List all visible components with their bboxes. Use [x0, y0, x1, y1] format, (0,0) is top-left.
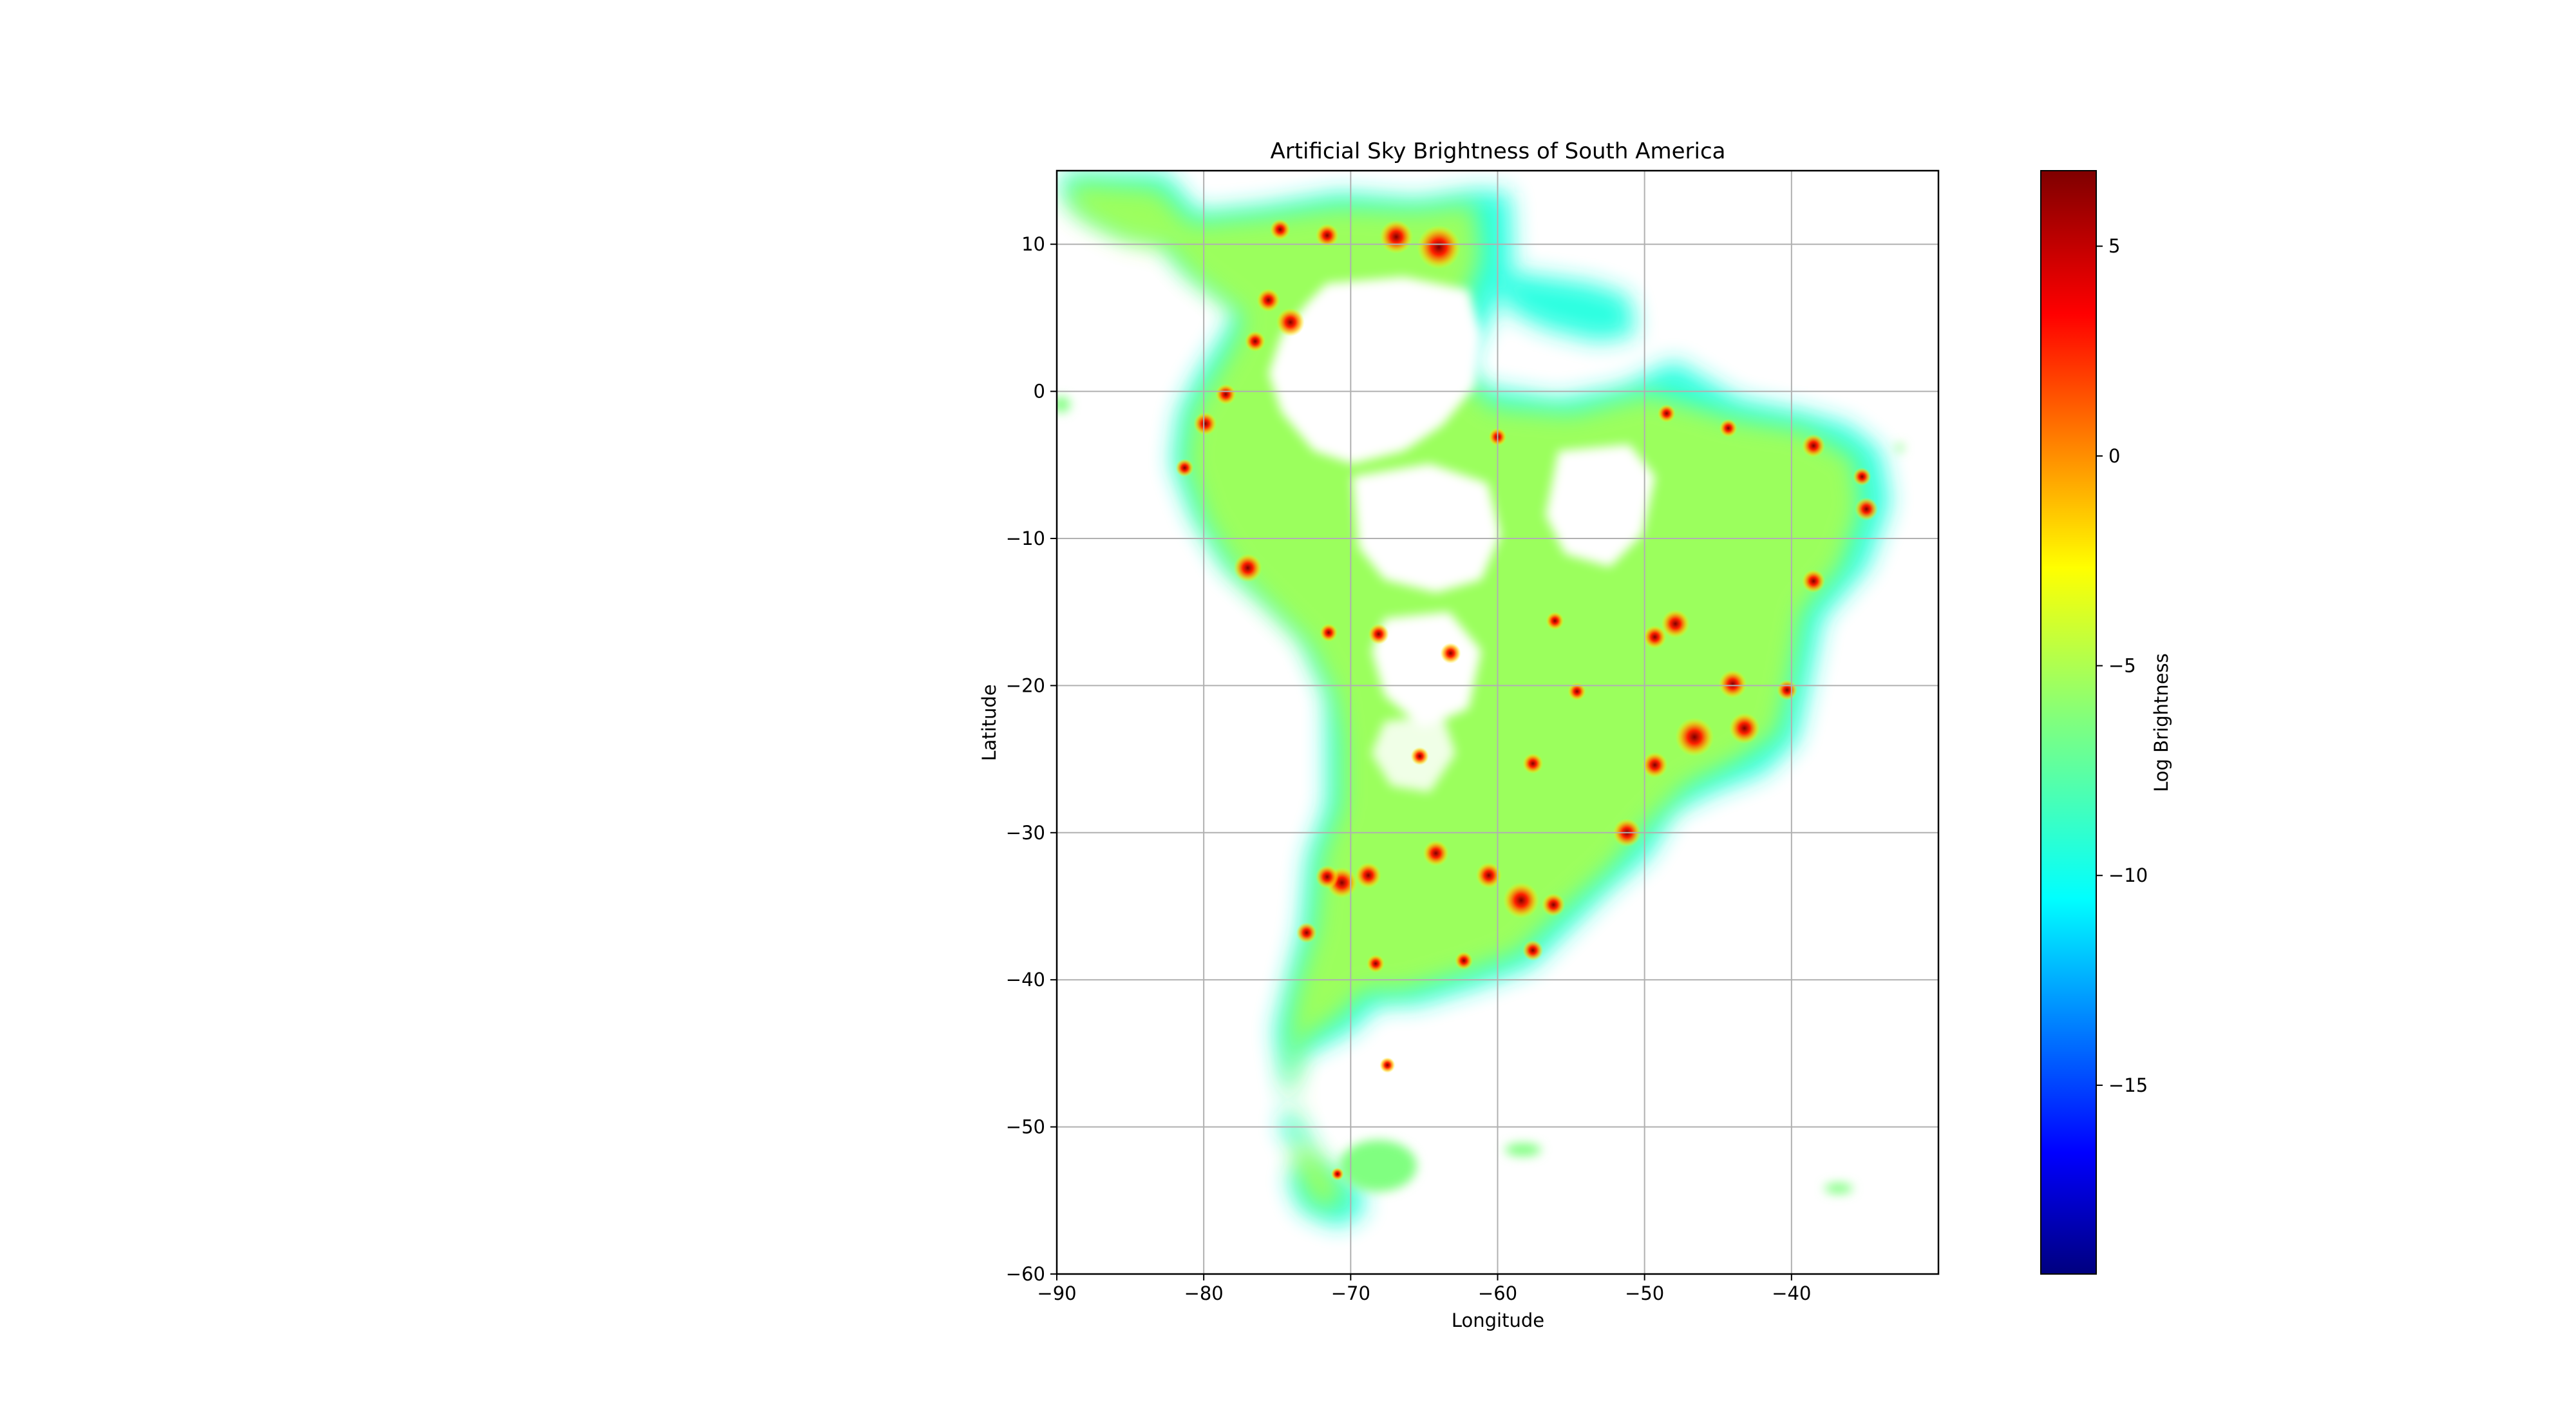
x-tick-label: −70: [1331, 1282, 1370, 1304]
bright-spot: [1320, 623, 1338, 642]
chart-title: Artificial Sky Brightness of South Ameri…: [1270, 138, 1725, 164]
bright-spot: [1440, 643, 1461, 664]
bright-spot: [1331, 1167, 1344, 1181]
bright-spot: [1368, 623, 1389, 645]
bright-spot: [1855, 497, 1879, 521]
bright-spot: [1379, 1057, 1396, 1073]
bright-spot: [1802, 434, 1826, 458]
bright-spot: [1728, 712, 1760, 744]
bright-spot: [1193, 412, 1217, 435]
bright-spot: [1367, 955, 1385, 973]
y-tick-label: −20: [1006, 674, 1045, 696]
bright-spot: [1455, 951, 1473, 970]
bright-spot: [1423, 840, 1449, 866]
x-tick-label: −50: [1625, 1282, 1664, 1304]
bright-spot: [1215, 384, 1236, 405]
bright-spot: [1503, 882, 1540, 918]
y-tick-label: 10: [1021, 233, 1045, 255]
y-tick-label: 0: [1034, 381, 1045, 403]
islands: [1057, 397, 1904, 1194]
island-trindade: [1896, 444, 1904, 452]
x-axis-label: Longitude: [1452, 1309, 1544, 1331]
interior-gap-west: [1352, 464, 1501, 593]
bright-spot: [1657, 404, 1676, 423]
colorbar-tick-label: −5: [2108, 655, 2136, 677]
city-spots: [1175, 219, 1879, 1181]
bright-spot: [1776, 680, 1797, 701]
colorbar-tick-label: −10: [2108, 864, 2148, 886]
bright-spot: [1542, 893, 1566, 917]
island-galapagos: [1057, 397, 1070, 412]
island-tierra-fuego: [1340, 1140, 1417, 1192]
bright-spot: [1522, 940, 1544, 961]
bright-spot: [1245, 330, 1266, 352]
bright-spot: [1175, 459, 1194, 477]
bright-spot: [1522, 753, 1544, 774]
bright-spot: [1802, 569, 1826, 593]
y-tick-label: −40: [1006, 969, 1045, 991]
bright-spot: [1642, 752, 1668, 778]
bright-spot: [1233, 553, 1262, 582]
y-tick-label: −50: [1006, 1116, 1045, 1138]
x-tick-label: −90: [1037, 1282, 1076, 1304]
bright-spot: [1417, 225, 1461, 269]
island-falklands: [1505, 1143, 1541, 1156]
colorbar-fill: [2041, 171, 2096, 1274]
bright-spot: [1355, 862, 1381, 889]
bright-spot: [1379, 220, 1414, 254]
bright-spot: [1546, 611, 1564, 630]
bright-spot: [1296, 922, 1317, 944]
bright-spot: [1276, 308, 1305, 337]
colorbar-tick-label: 5: [2108, 235, 2120, 257]
colorbar-ticks: 5 0 −5 −10 −15: [2096, 235, 2148, 1096]
bright-spot: [1661, 609, 1690, 638]
y-axis-label: Latitude: [978, 684, 1000, 761]
bright-spot: [1675, 718, 1714, 757]
interior-gap-south: [1372, 612, 1481, 728]
x-tick-label: −80: [1184, 1282, 1224, 1304]
bright-spot: [1256, 288, 1280, 312]
colorbar-tick-label: −15: [2108, 1074, 2148, 1096]
island-south-georgia: [1824, 1183, 1853, 1194]
bright-spot: [1315, 865, 1339, 889]
colorbar-label: Log Brightness: [2150, 653, 2172, 792]
y-tick-label: −60: [1006, 1263, 1045, 1285]
x-ticks: −90 −80 −70 −60 −50 −40: [1037, 1274, 1811, 1304]
amazon-gap: [1269, 277, 1481, 464]
y-ticks: 10 0 −10 −20 −30 −40 −50 −60: [1006, 233, 1057, 1285]
bright-spot: [1269, 219, 1291, 240]
halo-guianas: [1501, 271, 1636, 341]
colorbar-frame: [2040, 170, 2097, 1275]
bright-spot: [1718, 670, 1747, 699]
colorbar-tick-label: 0: [2108, 445, 2120, 467]
y-tick-label: −10: [1006, 528, 1045, 549]
unlit-regions: [1269, 277, 1655, 792]
colorbar: 5 0 −5 −10 −15 Log Brightness: [2040, 170, 2172, 1275]
heatmap: [1057, 174, 1904, 1227]
bright-spot: [1315, 223, 1339, 247]
x-tick-label: −40: [1772, 1282, 1811, 1304]
bright-spot: [1410, 747, 1429, 766]
bright-spot: [1643, 625, 1667, 649]
interior-gap-east: [1546, 444, 1655, 567]
y-tick-label: −30: [1006, 822, 1045, 844]
bright-spot: [1719, 419, 1738, 437]
bright-spot: [1475, 862, 1502, 889]
bright-spot: [1567, 682, 1586, 701]
bright-spot: [1853, 468, 1871, 486]
x-tick-label: −60: [1478, 1282, 1517, 1304]
